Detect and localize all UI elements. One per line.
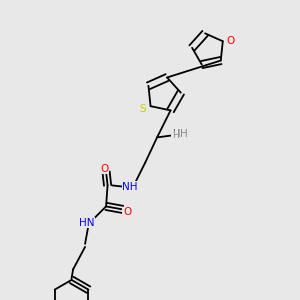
Text: NH: NH	[122, 182, 138, 192]
Text: HN: HN	[79, 218, 94, 228]
Text: O: O	[100, 164, 109, 174]
Text: H: H	[173, 129, 180, 140]
Text: S: S	[140, 104, 146, 114]
Text: O: O	[226, 36, 234, 46]
Text: H: H	[180, 129, 188, 140]
Text: H: H	[172, 131, 178, 140]
Text: O: O	[123, 207, 131, 218]
